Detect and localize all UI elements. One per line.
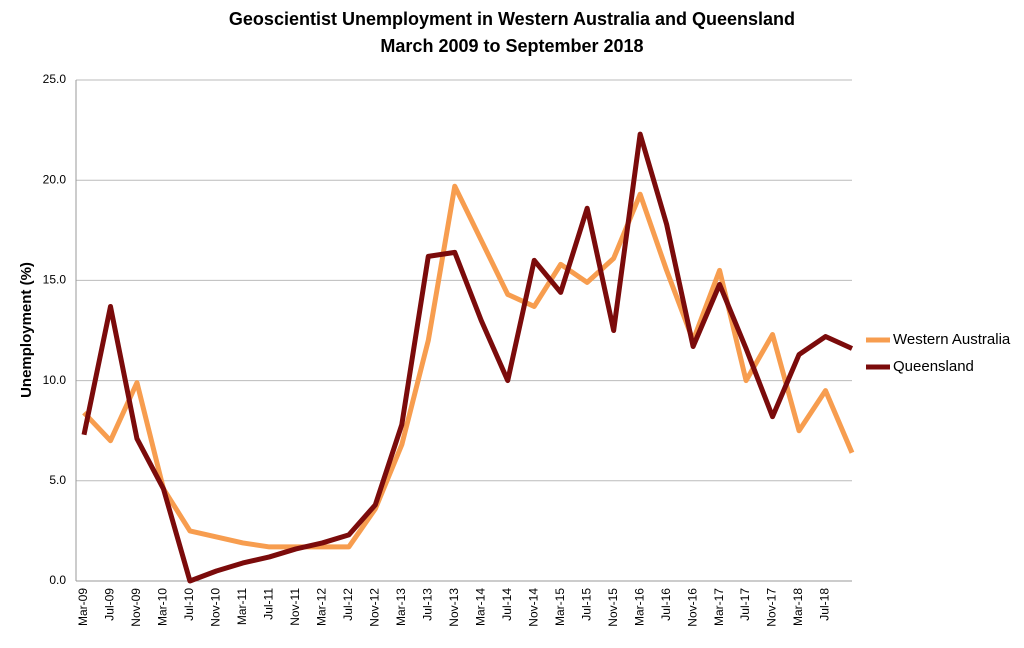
y-tick-label: 20.0 [43, 172, 67, 186]
x-tick-label: Mar-14 [473, 588, 487, 626]
x-tick-label: Nov-14 [526, 588, 540, 627]
x-tick-label: Jul-13 [420, 588, 434, 621]
x-tick-label: Jul-15 [579, 588, 593, 621]
x-tick-label: Mar-11 [235, 588, 249, 625]
x-tick-label: Jul-16 [659, 588, 673, 621]
x-tick-label: Nov-09 [129, 588, 143, 627]
x-tick-label: Jul-14 [500, 588, 514, 621]
x-tick-label: Mar-17 [712, 588, 726, 626]
x-tick-label: Mar-15 [553, 588, 567, 626]
x-tick-label: Mar-13 [394, 588, 408, 626]
x-tick-label: Mar-18 [791, 588, 805, 626]
y-axis-label: Unemployment (%) [18, 262, 35, 398]
series-line [82, 183, 855, 550]
x-tick-label: Mar-09 [76, 588, 90, 626]
y-tick-label: 10.0 [43, 373, 67, 387]
y-tick-label: 25.0 [43, 72, 67, 86]
legend-label: Queensland [893, 358, 974, 375]
x-tick-label: Jul-11 [262, 588, 276, 620]
x-tick-label: Nov-11 [288, 588, 302, 626]
x-tick-label: Nov-13 [447, 588, 461, 627]
x-tick-label: Nov-12 [367, 588, 381, 627]
x-tick-label: Mar-10 [156, 588, 170, 626]
y-tick-label: 15.0 [43, 273, 67, 287]
x-tick-label: Jul-18 [818, 588, 832, 621]
chart-title: Geoscientist Unemployment in Western Aus… [229, 9, 795, 29]
x-tick-label: Jul-17 [738, 588, 752, 621]
y-tick-label: 0.0 [49, 573, 66, 587]
x-tick-label: Mar-16 [632, 588, 646, 626]
x-tick-label: Nov-10 [209, 588, 223, 627]
x-tick-label: Nov-16 [685, 588, 699, 627]
legend-label: Western Australia [893, 331, 1011, 348]
x-tick-label: Jul-09 [103, 588, 117, 621]
x-tick-label: Mar-12 [315, 588, 329, 626]
x-tick-label: Jul-12 [341, 588, 355, 621]
x-tick-label: Nov-15 [606, 588, 620, 627]
x-tick-label: Jul-10 [182, 588, 196, 621]
x-tick-label: Nov-17 [765, 588, 779, 627]
series-line [81, 131, 854, 584]
y-tick-label: 5.0 [49, 473, 66, 487]
chart-subtitle: March 2009 to September 2018 [380, 36, 643, 56]
